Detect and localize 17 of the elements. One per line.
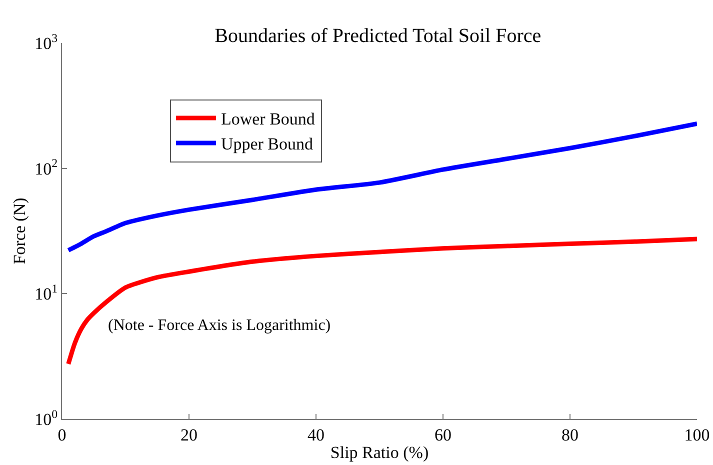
annotation: (Note - Force Axis is Logarithmic) bbox=[108, 317, 331, 334]
x-tick-label: 0 bbox=[58, 425, 66, 444]
x-tick-label: 40 bbox=[308, 425, 324, 444]
x-tick-label: 80 bbox=[562, 425, 578, 444]
y-tick-label: 10$^{2}$ bbox=[34, 156, 58, 178]
legend-label: Upper Bound bbox=[220, 134, 314, 154]
y-tick-label: 10$^{1}$ bbox=[34, 281, 58, 304]
chart-title: Boundaries of Predicted Total Soil Force bbox=[214, 24, 542, 47]
x-tick-label: 60 bbox=[434, 425, 452, 444]
x-axis-title: Slip Ratio (%) bbox=[330, 442, 429, 462]
x-tick-label: 20 bbox=[180, 425, 198, 444]
line-series bbox=[66, 236, 697, 366]
y-axis-title: Force (N) bbox=[10, 198, 30, 264]
legend-label: Lower Bound bbox=[220, 110, 316, 129]
y-tick-label: 10$^{3}$ bbox=[34, 30, 58, 53]
y-tick-label: 10$^{0}$ bbox=[34, 406, 58, 429]
x-tick-label: 100 bbox=[684, 425, 710, 444]
